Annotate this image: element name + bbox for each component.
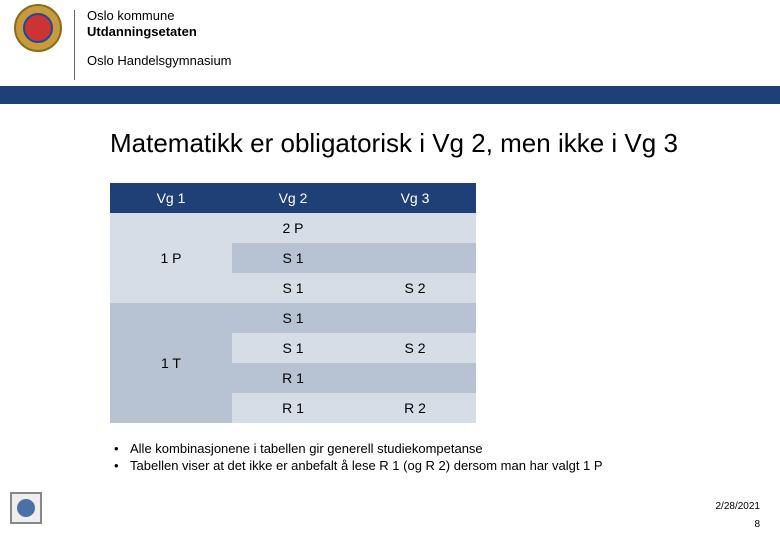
note-text: Alle kombinasjonene i tabellen gir gener… — [130, 441, 483, 456]
footer-logo-icon — [10, 492, 42, 524]
blue-bar — [0, 86, 780, 104]
cell — [354, 213, 476, 243]
notes-list: • Alle kombinasjonene i tabellen gir gen… — [110, 441, 732, 473]
org-name-line2: Utdanningsetaten — [87, 24, 232, 39]
col-header-vg3: Vg 3 — [354, 183, 476, 213]
cell: S 1 — [232, 333, 354, 363]
list-item: • Tabellen viser at det ikke er anbefalt… — [114, 458, 732, 473]
cell-vg1-1t: 1 T — [110, 303, 232, 423]
slide: Oslo kommune Utdanningsetaten Oslo Hande… — [0, 0, 780, 540]
page-title: Matematikk er obligatorisk i Vg 2, men i… — [110, 128, 732, 159]
header-divider — [74, 10, 75, 80]
content: Matematikk er obligatorisk i Vg 2, men i… — [0, 104, 780, 473]
school-name: Oslo Handelsgymnasium — [87, 53, 232, 68]
cell-vg1-1p: 1 P — [110, 213, 232, 303]
table-row: 1 P 2 P — [110, 213, 476, 243]
footer-page-number: 8 — [754, 519, 760, 530]
col-header-vg1: Vg 1 — [110, 183, 232, 213]
cell: S 1 — [232, 303, 354, 333]
cell: R 1 — [232, 393, 354, 423]
cell — [354, 303, 476, 333]
table-header-row: Vg 1 Vg 2 Vg 3 — [110, 183, 476, 213]
oslo-city-logo-icon — [14, 4, 62, 52]
cell: S 2 — [354, 333, 476, 363]
footer-date: 2/28/2021 — [716, 501, 761, 512]
list-item: • Alle kombinasjonene i tabellen gir gen… — [114, 441, 732, 456]
cell — [354, 363, 476, 393]
note-text: Tabellen viser at det ikke er anbefalt å… — [130, 458, 603, 473]
cell: S 1 — [232, 273, 354, 303]
footer-logo-inner-icon — [17, 499, 35, 517]
cell: S 2 — [354, 273, 476, 303]
bullet-icon: • — [114, 458, 130, 473]
table-row: 1 T S 1 — [110, 303, 476, 333]
cell: S 1 — [232, 243, 354, 273]
org-name-line1: Oslo kommune — [87, 8, 232, 23]
cell: R 1 — [232, 363, 354, 393]
oslo-city-logo-inner-icon — [23, 13, 53, 43]
cell: 2 P — [232, 213, 354, 243]
bullet-icon: • — [114, 441, 130, 456]
cell: R 2 — [354, 393, 476, 423]
header-text: Oslo kommune Utdanningsetaten Oslo Hande… — [87, 4, 232, 68]
header: Oslo kommune Utdanningsetaten Oslo Hande… — [0, 0, 780, 80]
math-paths-table: Vg 1 Vg 2 Vg 3 1 P 2 P S 1 S 1 S 2 — [110, 183, 476, 423]
cell — [354, 243, 476, 273]
col-header-vg2: Vg 2 — [232, 183, 354, 213]
